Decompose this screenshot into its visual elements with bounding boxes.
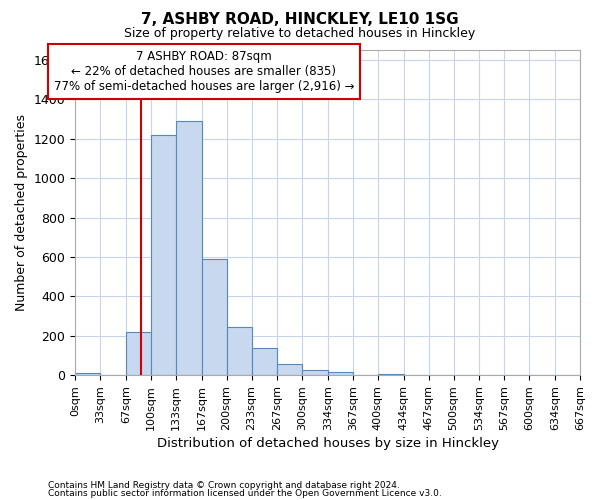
Text: Contains public sector information licensed under the Open Government Licence v3: Contains public sector information licen… <box>48 488 442 498</box>
Bar <box>151 135 176 376</box>
Bar <box>378 374 404 376</box>
Bar <box>202 259 227 376</box>
Text: 7, ASHBY ROAD, HINCKLEY, LE10 1SG: 7, ASHBY ROAD, HINCKLEY, LE10 1SG <box>141 12 459 28</box>
Text: Size of property relative to detached houses in Hinckley: Size of property relative to detached ho… <box>124 28 476 40</box>
X-axis label: Distribution of detached houses by size in Hinckley: Distribution of detached houses by size … <box>157 437 499 450</box>
Bar <box>251 348 277 376</box>
Bar <box>126 332 151 376</box>
Bar <box>176 121 202 376</box>
Bar <box>227 327 251 376</box>
Bar <box>302 370 328 376</box>
Bar <box>75 374 100 376</box>
Text: Contains HM Land Registry data © Crown copyright and database right 2024.: Contains HM Land Registry data © Crown c… <box>48 481 400 490</box>
Y-axis label: Number of detached properties: Number of detached properties <box>15 114 28 311</box>
Text: 7 ASHBY ROAD: 87sqm
← 22% of detached houses are smaller (835)
77% of semi-detac: 7 ASHBY ROAD: 87sqm ← 22% of detached ho… <box>53 50 354 93</box>
Bar <box>328 372 353 376</box>
Bar <box>277 364 302 376</box>
